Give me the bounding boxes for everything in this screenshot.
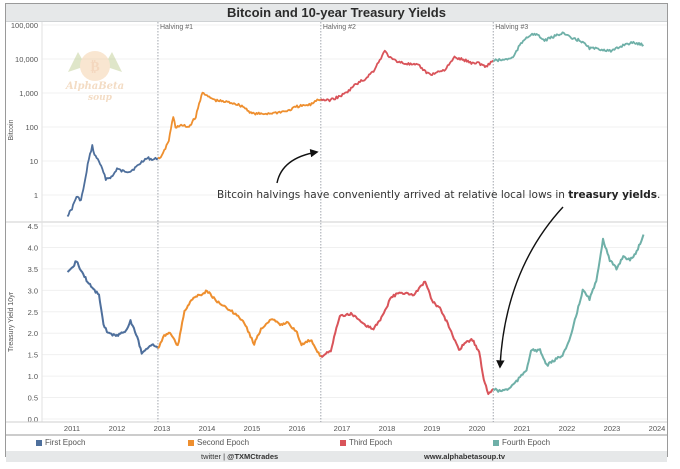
legend-label: Fourth Epoch — [502, 438, 551, 447]
x-tick-label: 2023 — [604, 424, 621, 433]
annotation-arrow-down — [496, 206, 564, 369]
yield-series-line — [492, 234, 645, 393]
y-tick-label: 0.5 — [28, 394, 38, 403]
y-tick-label: 0.0 — [28, 415, 38, 424]
y-tick-label: 3.0 — [28, 286, 38, 295]
y-tick-label: 100,000 — [11, 21, 38, 30]
halving-label: Halving #3 — [495, 24, 528, 31]
bitcoin-series-line — [320, 49, 494, 103]
chart-title: Bitcoin and 10-year Treasury Yields — [227, 5, 446, 20]
legend-label: First Epoch — [45, 438, 86, 447]
x-tick-label: 2012 — [109, 424, 126, 433]
bitcoin-series-line — [157, 91, 322, 160]
x-tick-label: 2022 — [559, 424, 576, 433]
x-tick-label: 2021 — [514, 424, 531, 433]
chart-frame — [5, 3, 668, 457]
svg-text:AlphaBeta: AlphaBeta — [65, 81, 124, 92]
x-tick-label: 2017 — [334, 424, 351, 433]
website-link[interactable]: www.alphabetasoup.tv — [424, 452, 505, 461]
x-tick-label: 2014 — [199, 424, 216, 433]
bitcoin-series-line — [493, 31, 645, 63]
y-tick-label: 2.0 — [28, 329, 38, 338]
x-tick-label: 2016 — [289, 424, 306, 433]
legend-swatch — [36, 439, 42, 446]
x-tick-label: 2018 — [379, 424, 396, 433]
twitter-prefix: twitter | — [201, 452, 228, 461]
svg-text:₿: ₿ — [90, 59, 99, 75]
y-tick-label: 1.5 — [28, 351, 38, 360]
annotation-arrow-up — [276, 148, 319, 184]
y-tick-label: 1 — [34, 191, 38, 200]
yield-series-line — [320, 280, 494, 396]
halving-label: Halving #2 — [323, 24, 356, 31]
y-tick-label: 4.0 — [28, 243, 38, 252]
legend-swatch — [188, 439, 194, 446]
x-tick-label: 2020 — [469, 424, 486, 433]
y-axis-title-bitcoin: Bitcoin — [8, 119, 15, 140]
x-tick-label: 2019 — [424, 424, 441, 433]
legend-swatch — [340, 439, 346, 446]
y-tick-label: 2.5 — [28, 308, 38, 317]
bitcoin-series-line — [66, 144, 159, 217]
annotation-text: Bitcoin halvings have conveniently arriv… — [217, 189, 660, 201]
x-tick-label: 2011 — [64, 424, 80, 433]
y-tick-label: 10,000 — [15, 55, 38, 64]
twitter-handle[interactable]: @TXMCtrades — [227, 452, 279, 461]
yield-series-line — [66, 260, 159, 355]
y-axis-title-treasury: Treasury Yield 10yr — [8, 291, 15, 352]
y-tick-label: 4.5 — [28, 222, 38, 231]
legend-label: Second Epoch — [197, 438, 250, 447]
legend-item-first-epoch[interactable]: First Epoch — [36, 438, 85, 447]
twitter-credit: twitter | @TXMCtrades — [201, 451, 278, 462]
legend-item-second-epoch[interactable]: Second Epoch — [188, 438, 249, 447]
halving-label: Halving #1 — [160, 24, 193, 31]
y-tick-label: 3.5 — [28, 265, 38, 274]
y-tick-label: 100 — [25, 123, 38, 132]
yield-series-line — [157, 289, 322, 358]
y-tick-label: 10 — [30, 157, 38, 166]
y-tick-label: 1.0 — [28, 372, 38, 381]
x-tick-label: 2015 — [244, 424, 261, 433]
legend-item-fourth-epoch[interactable]: Fourth Epoch — [493, 438, 550, 447]
legend-label: Third Epoch — [349, 438, 393, 447]
x-tick-label: 2013 — [154, 424, 171, 433]
legend-item-third-epoch[interactable]: Third Epoch — [340, 438, 392, 447]
svg-text:soup: soup — [88, 93, 113, 103]
footer-bar: twitter | @TXMCtrades www.alphabetasoup.… — [6, 451, 667, 462]
legend-swatch — [493, 439, 499, 446]
x-tick-label: 2024 — [649, 424, 666, 433]
title-bar: Bitcoin and 10-year Treasury Yields — [6, 4, 667, 22]
y-tick-label: 1,000 — [19, 89, 38, 98]
